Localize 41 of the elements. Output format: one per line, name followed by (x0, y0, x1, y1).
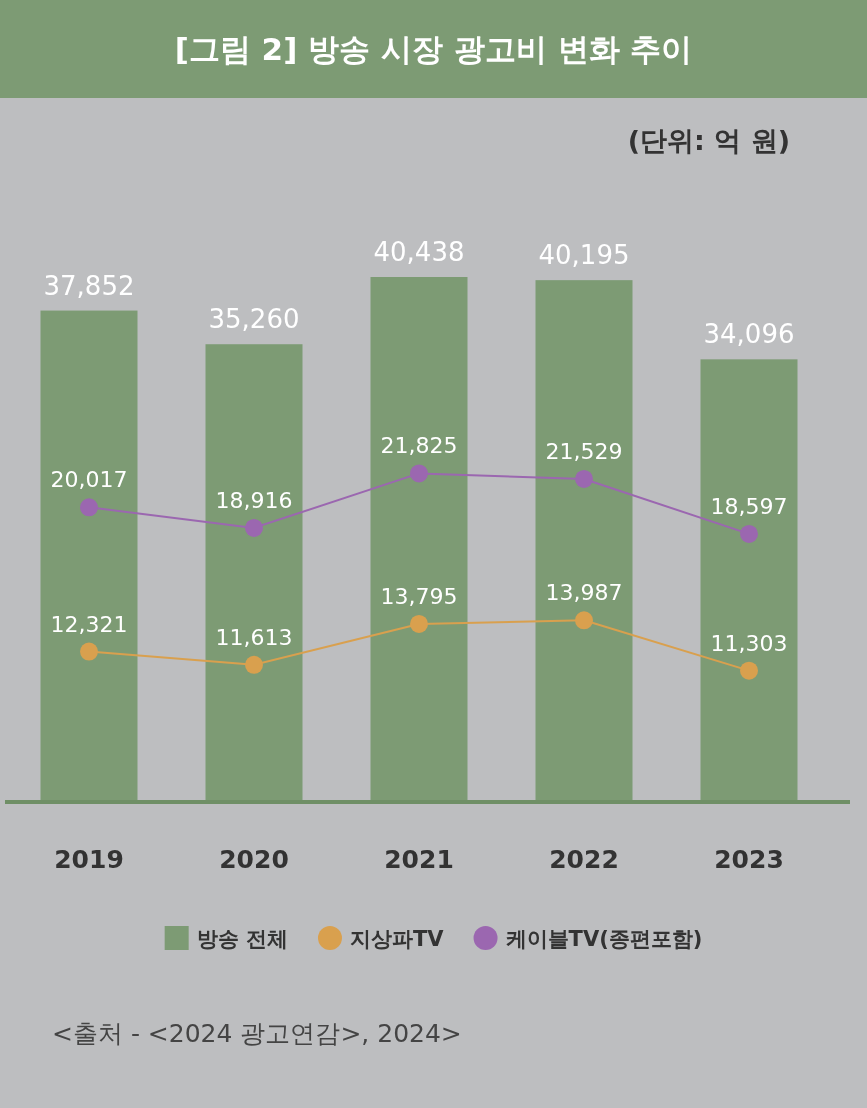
data-label: 12,321 (50, 611, 128, 637)
point (410, 614, 428, 633)
text: <출처 - <2024 광고연감>, 2024> (52, 1019, 462, 1048)
data-label: 35,260 (208, 304, 300, 335)
bar (700, 359, 798, 802)
x-tick-label: 2023 (714, 845, 784, 874)
data-label: 18,916 (215, 487, 293, 513)
x-tick-label: 2022 (549, 845, 619, 874)
data-label: 34,096 (703, 319, 795, 350)
bar (40, 310, 138, 802)
chart-subtitle: (단위: 억 원) (627, 125, 790, 156)
legend-label: 방송 전체 (196, 927, 288, 951)
point (80, 498, 98, 517)
point (80, 642, 98, 661)
data-label: 11,303 (710, 630, 788, 656)
point (245, 655, 263, 674)
bar (535, 280, 633, 802)
x-tick-label: 2021 (384, 845, 454, 874)
data-label: 40,438 (373, 237, 465, 267)
data-label: 11,613 (215, 624, 293, 650)
chart-title: [그림 2] 방송 시장 광고비 변화 추이 (174, 31, 693, 67)
data-label: 18,597 (710, 493, 788, 519)
data-label: 13,795 (380, 583, 458, 609)
data-label: 40,195 (538, 240, 630, 271)
point (740, 661, 758, 680)
bar (370, 277, 468, 802)
data-label: 21,825 (380, 433, 458, 459)
x-tick-label: 2019 (54, 845, 124, 874)
legend-label: 케이블TV(종편포함) (505, 927, 703, 951)
point (410, 464, 428, 483)
point (245, 518, 263, 537)
point (575, 611, 593, 630)
data-label: 20,017 (50, 467, 128, 493)
legend-label: 지상파TV (349, 927, 445, 951)
x-tick-label: 2020 (219, 845, 289, 874)
data-label: 37,852 (43, 270, 135, 301)
bar (205, 344, 303, 802)
point (740, 524, 758, 543)
data-label: 13,987 (545, 580, 623, 606)
data-label: 21,529 (545, 438, 623, 464)
point (575, 469, 593, 488)
